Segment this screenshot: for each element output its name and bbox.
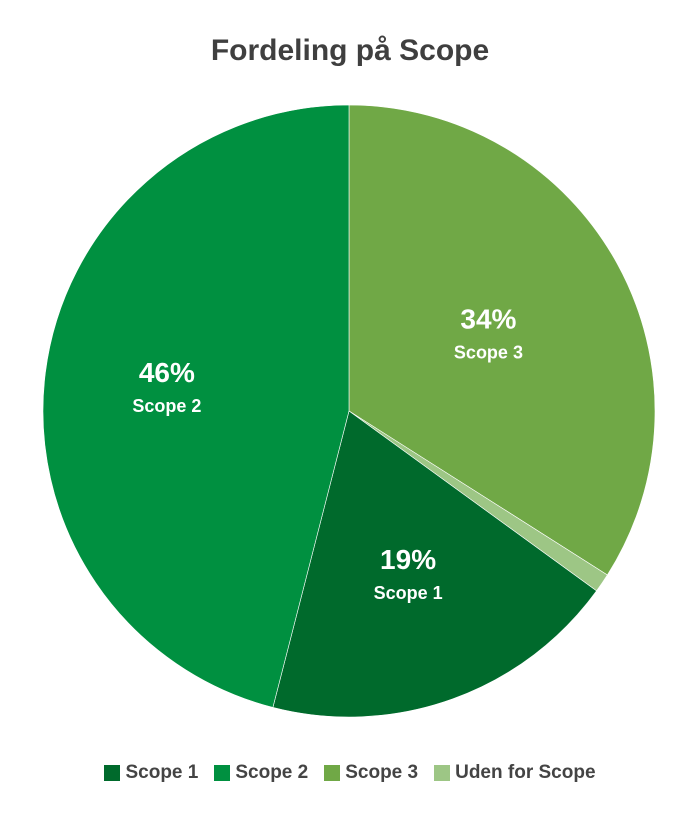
legend-label-scope-2: Scope 2 bbox=[235, 762, 309, 783]
legend-item-scope-1: Scope 1 bbox=[104, 762, 198, 784]
legend: Scope 1 Scope 2 Scope 3 Uden for Scope bbox=[0, 762, 700, 784]
legend-item-scope-2: Scope 2 bbox=[214, 762, 308, 784]
slice-percent-label: 19% bbox=[380, 544, 436, 575]
slice-name-label: Scope 3 bbox=[454, 342, 523, 362]
slice-percent-label: 34% bbox=[460, 303, 516, 334]
legend-swatch-uden-for-scope bbox=[434, 765, 451, 781]
slice-percent-label: 46% bbox=[139, 357, 195, 388]
pie-slice-scope-1 bbox=[272, 410, 597, 718]
pie-slice-scope-3 bbox=[348, 104, 656, 576]
chart-title: Fordeling på Scope bbox=[210, 34, 490, 67]
legend-item-scope-3: Scope 3 bbox=[324, 762, 418, 784]
legend-label-scope-1: Scope 1 bbox=[125, 762, 199, 783]
legend-swatch-scope-1 bbox=[104, 765, 121, 781]
pie-slice-scope-2 bbox=[42, 104, 350, 708]
legend-swatch-scope-3 bbox=[324, 765, 341, 781]
legend-item-uden-for-scope: Uden for Scope bbox=[434, 762, 596, 784]
legend-label-uden-for-scope: Uden for Scope bbox=[455, 762, 596, 783]
legend-label-scope-3: Scope 3 bbox=[345, 762, 419, 783]
legend-swatch-scope-2 bbox=[214, 765, 231, 781]
slice-name-label: Scope 2 bbox=[132, 396, 201, 416]
slice-name-label: Scope 1 bbox=[374, 583, 443, 603]
